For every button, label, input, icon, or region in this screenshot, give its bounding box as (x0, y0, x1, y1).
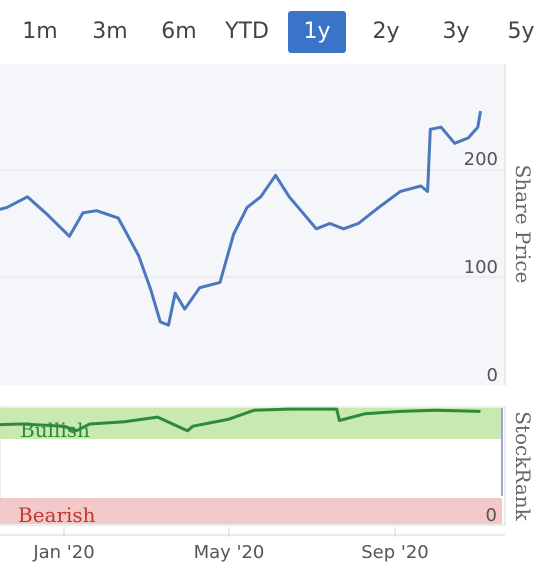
price-tick-100: 100 (464, 257, 498, 278)
tab-3y[interactable]: 3y (442, 19, 470, 44)
x-tick-sep-20: Sep '20 (361, 542, 429, 563)
x-tick-may-20: May '20 (194, 542, 265, 563)
price-tick-200: 200 (464, 149, 498, 170)
price-gridlines (0, 169, 505, 278)
stockrank-tick-0: 0 (486, 505, 497, 526)
price-panel-bg (0, 64, 505, 385)
tab-5y[interactable]: 5y (507, 19, 535, 44)
share-price-line (0, 110, 482, 327)
range-tabs: 1m 3m 6m YTD 1y 2y 3y 5y (0, 0, 546, 60)
stockrank-axis-label: StockRank (511, 411, 535, 521)
bullish-band (0, 408, 502, 439)
tab-6m[interactable]: 6m (161, 19, 197, 44)
share-price-axis-label: Share Price (511, 165, 535, 284)
x-tick-jan-20: Jan '20 (32, 542, 94, 563)
tab-ytd[interactable]: YTD (225, 19, 269, 44)
bearish-label: Bearish (18, 503, 96, 527)
bearish-band (0, 498, 502, 524)
price-tick-0: 0 (487, 365, 498, 386)
tab-1y[interactable]: 1y (288, 11, 346, 53)
tab-2y[interactable]: 2y (372, 19, 400, 44)
tab-3m[interactable]: 3m (92, 19, 128, 44)
tab-1m[interactable]: 1m (22, 19, 58, 44)
stockrank-line (0, 407, 481, 433)
